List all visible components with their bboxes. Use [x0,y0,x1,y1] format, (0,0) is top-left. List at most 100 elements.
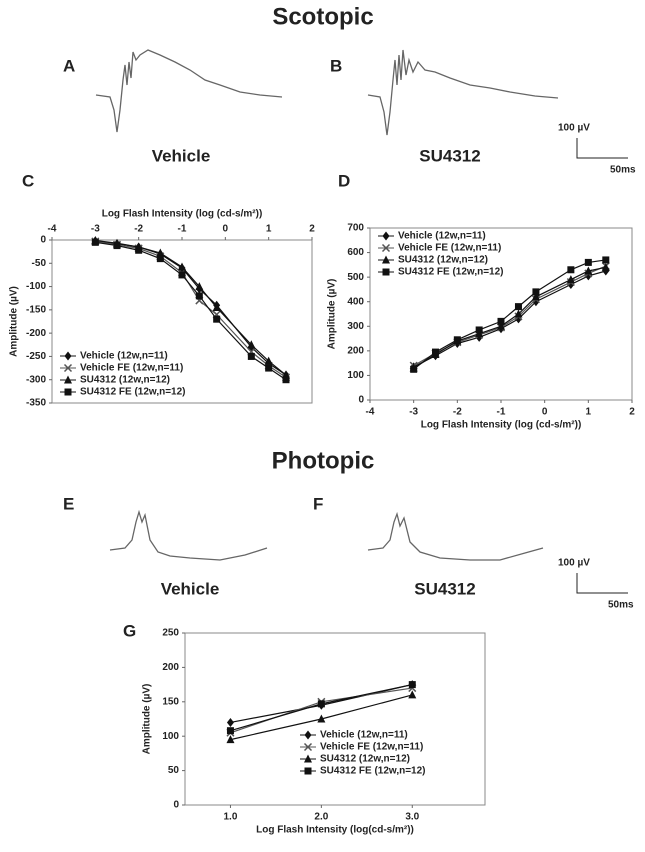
y-tick-label: 150 [162,696,179,707]
y-tick-label: 300 [347,321,364,332]
legend-label: SU4312 (12w,n=12) [398,255,488,266]
x-tick-label: -3 [91,224,100,235]
y-tick-label: 500 [347,272,364,283]
legend-marker [304,730,312,740]
marker [410,365,418,373]
x-tick-label: -4 [366,407,375,418]
y-tick-label: 200 [162,662,179,673]
marker [247,352,255,360]
series-line [413,259,606,370]
legend-marker [382,255,390,264]
marker [514,303,522,311]
x-axis-label: Log Flash Intensity (log(cd-s/m²)) [256,825,414,836]
marker [566,275,575,284]
marker [226,735,235,744]
y-tick-label: -250 [26,351,46,362]
scale-label: 50ms [610,165,636,176]
x-tick-label: -4 [48,224,57,235]
marker [113,242,121,250]
legend-label: Vehicle FE (12w,n=11) [320,742,423,753]
marker [212,303,221,312]
marker [584,266,593,275]
legend-label: SU4312 FE (12w,n=12) [398,267,504,278]
x-tick-label: 2 [629,407,635,418]
section-title: Photopic [272,447,375,474]
trace [109,509,268,561]
marker [156,248,165,257]
y-tick-label: 250 [162,628,179,639]
panel-letter: G [123,621,136,640]
y-tick-label: -100 [26,281,46,292]
legend-marker [64,388,72,396]
trace-label: SU4312 [414,579,475,598]
y-tick-label: 0 [358,395,364,406]
y-axis-label: Amplitude (µV) [9,286,20,357]
marker [532,288,540,296]
legend-marker [64,351,72,361]
y-tick-label: -150 [26,304,46,315]
y-tick-label: -300 [26,374,46,385]
marker [317,700,325,708]
y-tick-label: 100 [162,731,179,742]
x-tick-label: 0 [542,407,548,418]
legend-label: SU4312 (12w,n=12) [320,754,410,765]
marker [408,690,417,699]
marker [475,326,483,334]
legend-label: SU4312 FE (12w,n=12) [80,387,186,398]
x-axis-label: Log Flash Intensity (log (cd-s/m²)) [421,420,582,431]
panel-letter: E [63,494,74,513]
marker [195,292,203,300]
y-tick-label: 400 [347,296,364,307]
trace [367,511,544,561]
legend-label: Vehicle (12w,n=11) [80,351,168,362]
y-tick-label: -50 [32,258,47,269]
panel-letter: B [330,56,342,75]
legend-marker [303,742,313,752]
marker [226,717,234,727]
marker [91,238,99,246]
y-axis-label: Amplitude (µV) [142,684,153,755]
x-tick-label: 2 [309,224,315,235]
x-tick-label: 1 [266,224,272,235]
trace-label: Vehicle [152,146,211,165]
series-line [230,687,413,734]
series-line [413,270,606,368]
marker [602,256,610,264]
legend-label: Vehicle FE (12w,n=11) [80,363,183,374]
legend-marker [64,375,72,384]
series-line [95,240,287,378]
scale-bar [576,138,628,159]
x-tick-label: -1 [178,224,187,235]
series-line [413,266,606,369]
panel-letter: D [338,171,350,190]
marker [514,309,523,318]
legend-label: SU4312 (12w,n=12) [80,375,170,386]
trace [367,49,559,136]
trace-label: Vehicle [161,579,220,598]
x-tick-label: 1 [586,407,592,418]
scale-bar [576,573,628,594]
x-tick-label: 3.0 [405,812,419,823]
y-tick-label: 0 [173,800,179,811]
marker [178,262,186,271]
marker [453,336,461,344]
panel-letter: F [313,494,323,513]
x-tick-label: -2 [134,224,143,235]
marker [265,364,273,372]
legend-label: Vehicle (12w,n=11) [320,730,408,741]
marker [213,315,221,323]
marker [584,258,592,266]
y-tick-label: -350 [26,398,46,409]
x-axis-label: Log Flash Intensity (log (cd-s/m²)) [102,209,263,220]
y-tick-label: 700 [347,223,364,234]
marker [432,348,439,356]
marker [226,727,234,735]
x-tick-label: 2.0 [314,812,328,823]
legend-marker [63,363,73,373]
y-axis-label: Amplitude (µV) [327,279,338,350]
x-tick-label: -1 [497,407,506,418]
marker [195,282,204,291]
section-title: Scotopic [272,3,373,30]
marker [156,255,164,263]
